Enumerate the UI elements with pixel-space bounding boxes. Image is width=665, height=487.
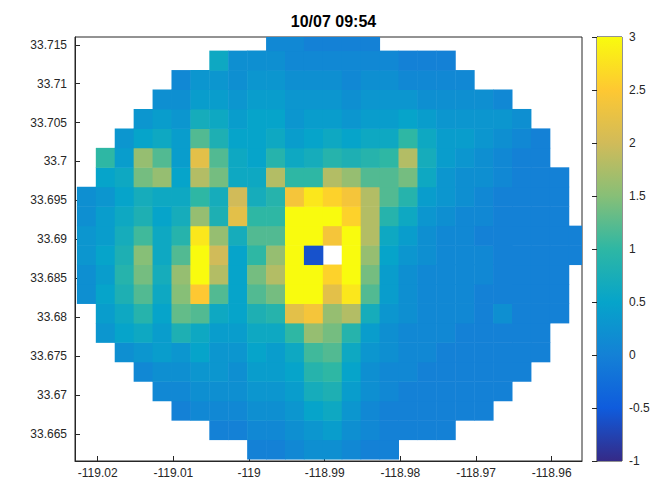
svg-text:1.5: 1.5 — [629, 189, 646, 203]
svg-text:2: 2 — [629, 136, 636, 150]
svg-text:33.71: 33.71 — [37, 77, 67, 91]
svg-text:33.675: 33.675 — [30, 349, 67, 363]
svg-text:-1: -1 — [629, 454, 640, 468]
svg-text:33.7: 33.7 — [44, 154, 68, 168]
svg-text:-118.99: -118.99 — [305, 466, 345, 480]
svg-text:-119.01: -119.01 — [153, 466, 193, 480]
svg-text:1: 1 — [629, 242, 636, 256]
svg-text:33.705: 33.705 — [30, 116, 67, 130]
svg-text:-119.02: -119.02 — [78, 466, 118, 480]
svg-text:10/07 09:54: 10/07 09:54 — [291, 13, 377, 30]
svg-text:0.5: 0.5 — [629, 295, 646, 309]
svg-text:33.685: 33.685 — [30, 271, 67, 285]
svg-text:-118.96: -118.96 — [532, 466, 572, 480]
svg-text:33.665: 33.665 — [30, 427, 67, 441]
svg-text:33.69: 33.69 — [37, 232, 67, 246]
svg-text:3: 3 — [629, 30, 636, 44]
svg-text:33.67: 33.67 — [37, 388, 67, 402]
svg-text:33.715: 33.715 — [30, 38, 67, 52]
svg-text:-119: -119 — [237, 466, 260, 480]
svg-text:-0.5: -0.5 — [629, 401, 650, 415]
svg-text:0: 0 — [629, 348, 636, 362]
svg-text:33.68: 33.68 — [37, 310, 67, 324]
svg-text:2.5: 2.5 — [629, 83, 646, 97]
svg-text:-118.97: -118.97 — [456, 466, 496, 480]
svg-text:33.695: 33.695 — [30, 193, 67, 207]
svg-text:-118.98: -118.98 — [380, 466, 420, 480]
